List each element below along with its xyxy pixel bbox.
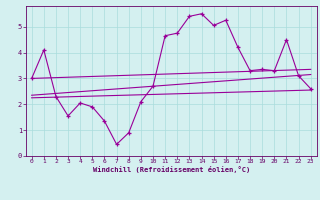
X-axis label: Windchill (Refroidissement éolien,°C): Windchill (Refroidissement éolien,°C) xyxy=(92,166,250,173)
